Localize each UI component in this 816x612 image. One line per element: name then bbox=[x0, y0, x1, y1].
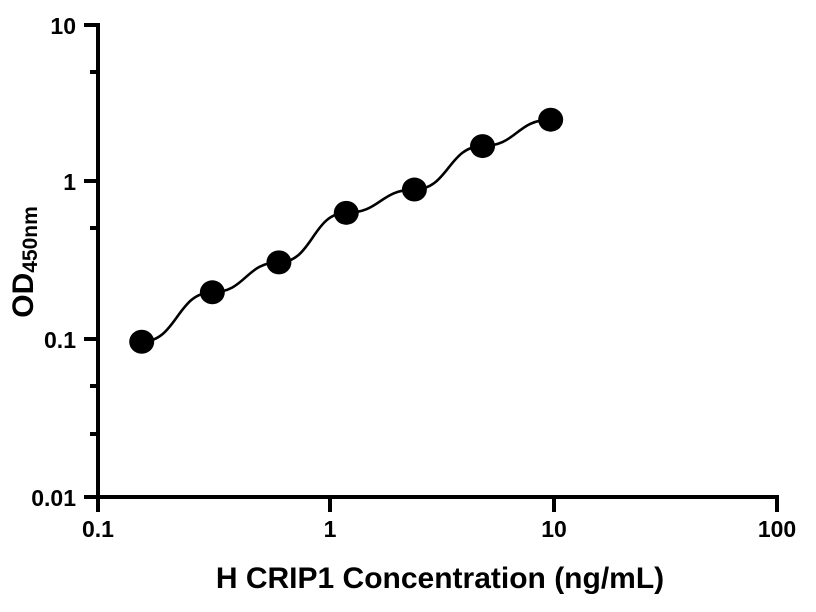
x-tick-label-100: 100 bbox=[758, 516, 796, 542]
y-tick-label-0-01: 0.01 bbox=[31, 485, 76, 511]
x-tick-label-10: 10 bbox=[541, 516, 567, 542]
axis-group bbox=[96, 23, 779, 499]
y-axis-title-sub: 450nm bbox=[19, 206, 42, 273]
x-axis-title: H CRIP1 Concentration (ng/mL) bbox=[216, 562, 664, 595]
data-point bbox=[129, 329, 155, 354]
data-point bbox=[470, 134, 496, 159]
x-tick-label-1: 1 bbox=[324, 516, 337, 542]
y-tick-label-1: 1 bbox=[63, 169, 76, 195]
y-axis-title-main: OD bbox=[7, 273, 40, 318]
data-series-group bbox=[129, 107, 564, 354]
y-tick-marks bbox=[84, 23, 98, 499]
x-tick-marks bbox=[96, 497, 779, 512]
x-tick-label-0-1: 0.1 bbox=[82, 516, 114, 542]
y-tick-label-10: 10 bbox=[50, 13, 76, 39]
data-point bbox=[401, 177, 427, 202]
y-tick-label-0-1: 0.1 bbox=[44, 327, 76, 353]
series-markers bbox=[129, 107, 564, 354]
svg-text:OD450nm: OD450nm bbox=[7, 206, 42, 318]
data-point bbox=[266, 250, 292, 275]
data-point bbox=[333, 200, 359, 225]
data-point bbox=[199, 280, 225, 305]
y-axis-title: OD450nm bbox=[7, 206, 42, 318]
data-point bbox=[538, 107, 564, 132]
